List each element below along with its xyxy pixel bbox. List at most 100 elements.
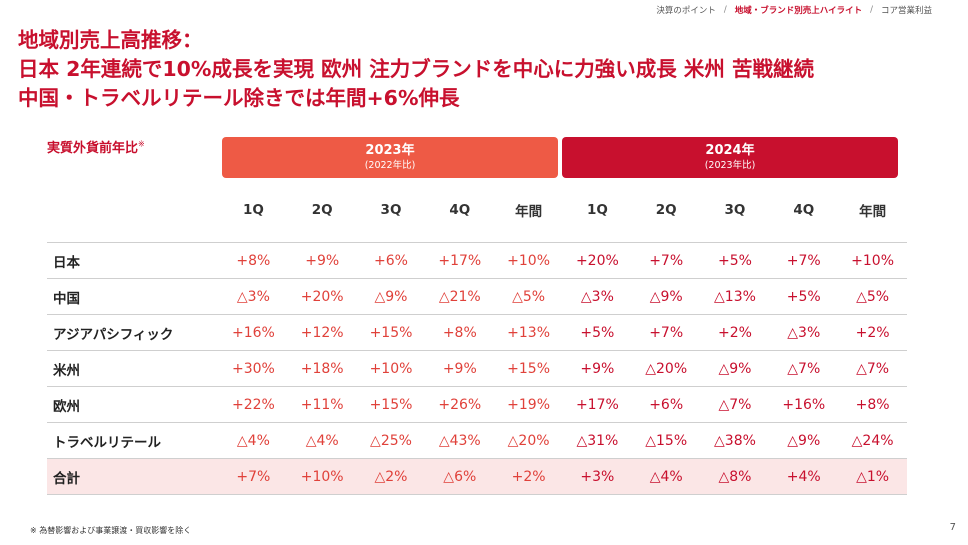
growth-cell: +2%: [838, 314, 907, 351]
growth-cell: △20%: [494, 422, 563, 459]
growth-cell: +19%: [494, 386, 563, 423]
growth-cell: △7%: [700, 386, 770, 423]
growth-cell: +12%: [287, 314, 357, 351]
column-header: 1Q: [242, 202, 264, 218]
header-blank: [47, 192, 219, 228]
growth-cell: +7%: [631, 314, 701, 351]
growth-cell: △31%: [562, 422, 632, 459]
title-line: 日本 2年連続で10%成長を実現 欧州 注力ブランドを中心に力強い成長 米州 苦…: [18, 57, 815, 81]
growth-cell: △7%: [769, 350, 839, 387]
growth-cell: △7%: [838, 350, 907, 387]
growth-cell: +16%: [769, 386, 839, 423]
breadcrumb: 決算のポイント / 地域・ブランド別売上ハイライト / コア営業利益: [656, 4, 932, 16]
table-row: 日本 +8% +9% +6% +17% +10% +20% +7% +5% +7% +10%: [47, 242, 907, 279]
growth-cell: +9%: [425, 350, 495, 387]
growth-cell: +4%: [769, 458, 839, 495]
year-label: 2023年: [365, 143, 415, 158]
growth-cell: △9%: [631, 278, 701, 315]
growth-cell: +30%: [219, 350, 288, 387]
year-header-2023: 2023年 (2022年比): [222, 137, 558, 178]
growth-cell: △8%: [700, 458, 770, 495]
growth-cell: +10%: [356, 350, 426, 387]
growth-cell: △3%: [219, 278, 288, 315]
growth-cell: +22%: [219, 386, 288, 423]
growth-cell: +16%: [219, 314, 288, 351]
column-header: 4Q: [793, 202, 815, 218]
growth-cell: △38%: [700, 422, 770, 459]
growth-cell: +6%: [631, 386, 701, 423]
growth-cell: △4%: [631, 458, 701, 495]
growth-cell: +15%: [494, 350, 563, 387]
column-header: 3Q: [380, 202, 402, 218]
region-label: 合計: [47, 458, 219, 495]
growth-cell: +20%: [562, 242, 632, 279]
growth-cell: +8%: [425, 314, 495, 351]
basis-label: 実質外貨前年比※: [47, 137, 145, 156]
basis-label-text: 実質外貨前年比: [47, 141, 139, 156]
growth-cell: +10%: [494, 242, 563, 279]
growth-cell: +7%: [631, 242, 701, 279]
growth-cell: △9%: [700, 350, 770, 387]
growth-cell: △6%: [425, 458, 495, 495]
growth-cell: +10%: [287, 458, 357, 495]
growth-cell: +8%: [219, 242, 288, 279]
table-row: トラベルリテール △4% △4% △25% △43% △20% △31% △15% △38% △9…: [47, 422, 907, 459]
title-line: 地域別売上高推移：: [18, 28, 203, 52]
region-label: トラベルリテール: [47, 422, 219, 459]
growth-cell: +5%: [769, 278, 839, 315]
region-label: 日本: [47, 242, 219, 279]
breadcrumb-item[interactable]: コア営業利益: [880, 6, 932, 16]
column-header: 4Q: [449, 202, 471, 218]
region-label: 米州: [47, 350, 219, 387]
column-header: 年間: [515, 204, 543, 220]
growth-cell: △9%: [356, 278, 426, 315]
growth-cell: △24%: [838, 422, 907, 459]
growth-cell: △13%: [700, 278, 770, 315]
growth-cell: +9%: [287, 242, 357, 279]
total-row: 合計 +7% +10% △2% △6% +2% +3% △4% △8% +4% △1%: [47, 458, 907, 495]
year-label: 2024年: [705, 143, 755, 158]
table-row: アジアパシフィック +16% +12% +15% +8% +13% +5% +7% +2% △3%…: [47, 314, 907, 351]
growth-cell: +6%: [356, 242, 426, 279]
growth-cell: +5%: [700, 242, 770, 279]
column-header: 1Q: [586, 202, 608, 218]
growth-cell: +10%: [838, 242, 907, 279]
breadcrumb-item[interactable]: 決算のポイント: [656, 6, 716, 16]
region-label: 欧州: [47, 386, 219, 423]
growth-cell: +26%: [425, 386, 495, 423]
growth-cell: +13%: [494, 314, 563, 351]
sales-growth-table: 1Q 2Q 3Q 4Q 年間 1Q 2Q 3Q 4Q 年間 日本 +8% +9% +6% +17% +10% +…: [47, 192, 907, 495]
growth-cell: △4%: [287, 422, 357, 459]
growth-cell: +8%: [838, 386, 907, 423]
title-line: 中国・トラベルリテール除きでは年間+6%伸長: [18, 86, 460, 110]
year-compare: (2023年比): [704, 160, 756, 171]
growth-cell: +20%: [287, 278, 357, 315]
table-header-row: 1Q 2Q 3Q 4Q 年間 1Q 2Q 3Q 4Q 年間: [47, 192, 907, 228]
growth-cell: △3%: [769, 314, 839, 351]
growth-cell: +11%: [287, 386, 357, 423]
growth-cell: +7%: [219, 458, 288, 495]
growth-cell: +7%: [769, 242, 839, 279]
growth-cell: △2%: [356, 458, 426, 495]
growth-cell: △5%: [494, 278, 563, 315]
growth-cell: +15%: [356, 386, 426, 423]
growth-cell: △5%: [838, 278, 907, 315]
growth-cell: △9%: [769, 422, 839, 459]
breadcrumb-item-active[interactable]: 地域・ブランド別売上ハイライト: [734, 6, 863, 16]
year-header-2024: 2024年 (2023年比): [562, 137, 898, 178]
page-number: 7: [949, 522, 956, 533]
footnote: ※ 為替影響および事業譲渡・買収影響を除く: [30, 526, 192, 535]
growth-cell: △25%: [356, 422, 426, 459]
breadcrumb-separator: /: [870, 5, 873, 15]
growth-cell: +2%: [494, 458, 563, 495]
column-header: 年間: [859, 204, 887, 220]
growth-cell: △15%: [631, 422, 701, 459]
growth-cell: △1%: [838, 458, 907, 495]
page-title: 地域別売上高推移： 日本 2年連続で10%成長を実現 欧州 注力ブランドを中心に…: [18, 26, 963, 113]
growth-cell: +3%: [562, 458, 632, 495]
growth-cell: +15%: [356, 314, 426, 351]
growth-cell: △21%: [425, 278, 495, 315]
year-compare: (2022年比): [364, 160, 416, 171]
column-header: 2Q: [311, 202, 333, 218]
growth-cell: +2%: [700, 314, 770, 351]
